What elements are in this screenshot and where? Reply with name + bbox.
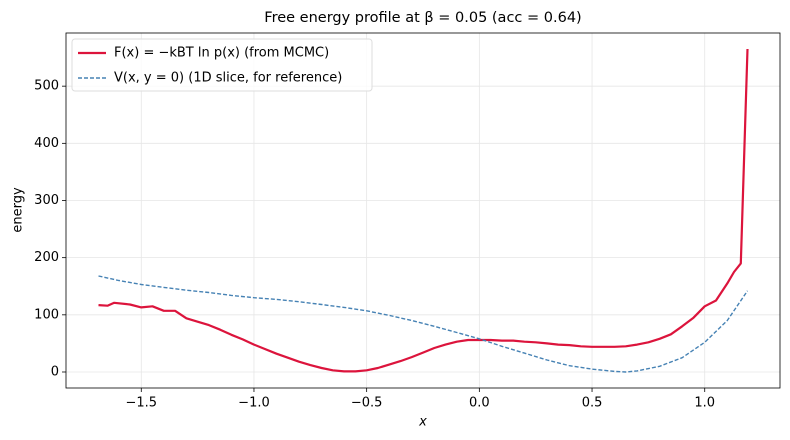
plot-frame bbox=[65, 32, 781, 389]
y-tick-label: 200 bbox=[34, 250, 59, 265]
x-tick-label: 0.5 bbox=[582, 396, 603, 411]
series-line bbox=[98, 48, 749, 373]
y-tick-label: 300 bbox=[34, 193, 59, 208]
x-tick-label: −0.5 bbox=[351, 396, 383, 411]
x-tick-label: 0.0 bbox=[469, 396, 490, 411]
y-tick-label: 0 bbox=[51, 364, 59, 379]
y-tick-label: 500 bbox=[34, 79, 59, 94]
y-tick-label: 100 bbox=[34, 307, 59, 322]
y-axis-label: energy bbox=[11, 187, 26, 233]
legend-box bbox=[71, 38, 373, 92]
series-line bbox=[98, 275, 749, 373]
y-tick-label: 400 bbox=[34, 136, 59, 151]
x-tick-label: −1.0 bbox=[238, 396, 270, 411]
legend-label: F(x) = −kBT ln p(x) (from MCMC) bbox=[114, 46, 329, 61]
x-tick-label: 1.0 bbox=[694, 396, 715, 411]
legend-label: V(x, y = 0) (1D slice, for reference) bbox=[114, 71, 342, 86]
x-tick-label: −1.5 bbox=[125, 396, 157, 411]
x-axis-label: x bbox=[418, 415, 427, 430]
chart-title: Free energy profile at β = 0.05 (acc = 0… bbox=[264, 10, 581, 26]
